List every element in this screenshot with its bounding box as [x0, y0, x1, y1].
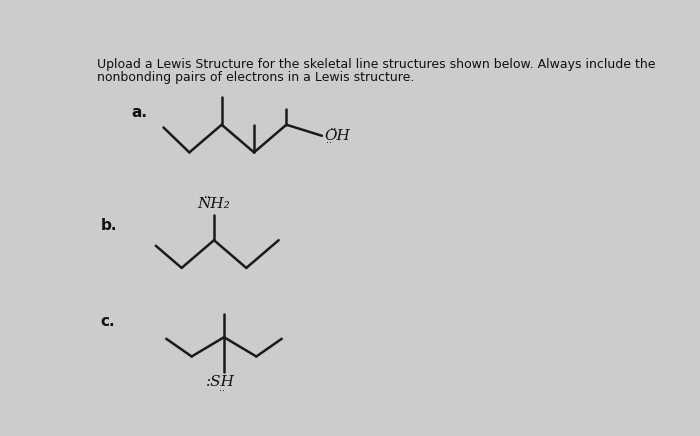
- Text: ··: ··: [326, 139, 332, 149]
- Text: c.: c.: [101, 314, 116, 329]
- Text: :SH: :SH: [206, 375, 234, 389]
- Text: nonbonding pairs of electrons in a Lewis structure.: nonbonding pairs of electrons in a Lewis…: [97, 71, 414, 84]
- Text: b.: b.: [101, 218, 118, 233]
- Text: ÖH: ÖH: [324, 129, 350, 143]
- Text: N̈H₂: N̈H₂: [197, 198, 230, 211]
- Text: a.: a.: [132, 105, 148, 119]
- Text: ··: ··: [220, 386, 225, 396]
- Text: Upload a Lewis Structure for the skeletal line structures shown below. Always in: Upload a Lewis Structure for the skeleta…: [97, 58, 655, 72]
